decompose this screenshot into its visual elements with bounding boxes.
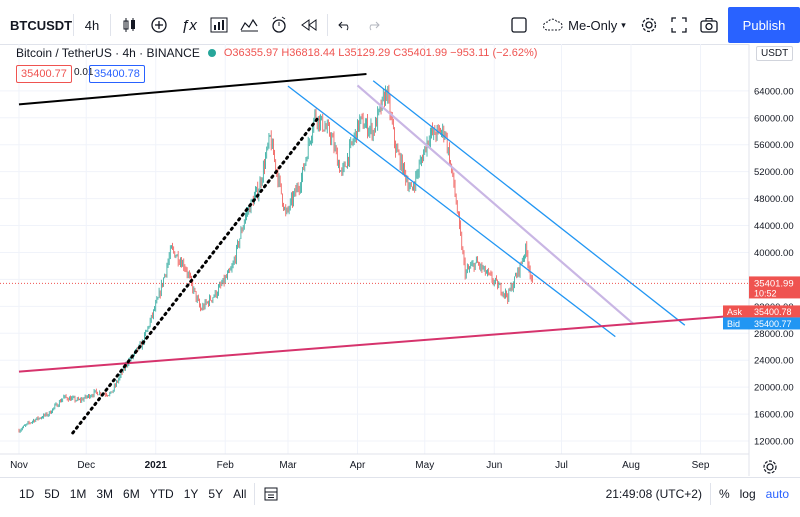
interval-button[interactable]: 4h [84, 17, 100, 33]
range-button-1y[interactable]: 1Y [183, 487, 199, 501]
auto-scale-button[interactable]: auto [765, 487, 789, 501]
lower-channel [287, 85, 616, 338]
settings-gear-icon[interactable] [634, 10, 664, 40]
toolbar-separator [709, 483, 711, 505]
top-toolbar: BTCUSDT 4h ƒx Me-Only ▾ [0, 6, 800, 45]
time-tick-label: May [415, 460, 434, 471]
time-tick-label: Nov [10, 460, 28, 471]
range-button-1d[interactable]: 1D [19, 487, 35, 501]
sell-button[interactable]: 35400.77 [16, 65, 72, 83]
drawings-layer [18, 73, 753, 435]
fullscreen-icon[interactable] [664, 10, 694, 40]
toolbar-separator [110, 14, 111, 36]
spread-value: 0.01 [74, 67, 94, 78]
last-price-tag [749, 276, 800, 299]
fullscreen-square-icon[interactable] [504, 10, 534, 40]
chevron-down-icon: ▾ [621, 19, 626, 30]
price-tick-label: 48000.00 [754, 194, 794, 205]
compare-plus-icon[interactable] [144, 10, 174, 40]
bottom-right-controls: 21:49:08 (UTC+2) % log auto [601, 480, 800, 508]
replay-icon[interactable] [294, 10, 324, 40]
layout-name: Me-Only [568, 17, 618, 33]
market-status-icon [207, 49, 216, 57]
bid-label: Bid [727, 319, 740, 329]
buy-button[interactable]: 35400.78 [89, 65, 145, 83]
last-price-value: 35401.99 [754, 278, 794, 289]
log-scale-button[interactable]: log [739, 487, 756, 501]
symbol-search-button[interactable]: BTCUSDT [10, 17, 73, 33]
price-tick-label: 56000.00 [754, 140, 794, 151]
price-tick-label: 12000.00 [754, 437, 794, 448]
range-button-ytd[interactable]: YTD [149, 487, 174, 501]
price-tick-label: 40000.00 [754, 248, 794, 259]
time-tick-label: Feb [217, 460, 235, 471]
range-buttons: 1D 5D 1M 3M 6M YTD 1Y 5Y All [14, 482, 251, 506]
price-tick-label: 44000.00 [754, 221, 794, 232]
bid-price: 35400.77 [754, 319, 792, 329]
upper-channel [372, 80, 686, 326]
toolbar-separator [327, 14, 328, 36]
ask-label: Ask [727, 307, 743, 317]
range-button-3m[interactable]: 3M [96, 487, 114, 501]
ask-price: 35400.78 [754, 307, 792, 317]
bar-countdown: 10:52 [754, 288, 777, 298]
camera-icon[interactable] [694, 10, 724, 40]
time-tick-label: Jun [486, 460, 502, 471]
range-button-1m[interactable]: 1M [69, 487, 87, 501]
price-tick-label: 64000.00 [754, 86, 794, 97]
chart-legend: Bitcoin / TetherUS · 4h · BINANCE O36355… [16, 46, 537, 60]
support-line [18, 313, 753, 373]
time-tick-label: Jul [555, 460, 568, 471]
price-tick-label: 20000.00 [754, 383, 794, 394]
time-tick-label: 2021 [145, 460, 168, 471]
candles-icon[interactable] [114, 10, 144, 40]
layout-cloud-button[interactable]: Me-Only ▾ [534, 10, 634, 40]
ask-tag [723, 305, 800, 318]
bottom-separator [0, 477, 800, 478]
time-tick-label: Sep [692, 460, 710, 471]
price-tick-label: 28000.00 [754, 329, 794, 340]
range-button-6m[interactable]: 6M [123, 487, 140, 501]
price-axis-background [749, 44, 800, 476]
redo-icon[interactable] [359, 10, 387, 40]
candles-layer [18, 84, 533, 433]
publish-button[interactable]: Publish [728, 7, 800, 43]
templates-icon[interactable] [234, 10, 264, 40]
percent-scale-button[interactable]: % [718, 487, 730, 501]
bottom-toolbar: 1D 5D 1M 3M 6M YTD 1Y 5Y All [0, 480, 800, 508]
range-button-5y[interactable]: 5Y [208, 487, 224, 501]
rising-trendline [71, 117, 319, 435]
undo-icon[interactable] [331, 10, 359, 40]
legend-title: Bitcoin / TetherUS · 4h · BINANCE [16, 46, 200, 60]
median-channel [356, 84, 634, 325]
price-chart[interactable]: 12000.00 16000.00 20000.00 24000.00 28000.00… [0, 44, 800, 476]
time-tick-label: Dec [77, 460, 95, 471]
financials-icon[interactable] [204, 10, 234, 40]
clock-time[interactable]: 21:49:08 (UTC+2) [605, 487, 702, 501]
alert-icon[interactable] [264, 10, 294, 40]
toolbar-separator [254, 483, 256, 505]
time-tick-label: Aug [622, 460, 640, 471]
time-tick-label: Apr [350, 460, 366, 471]
range-button-all[interactable]: All [233, 487, 247, 501]
price-tick-label: 24000.00 [754, 356, 794, 367]
range-button-5d[interactable]: 5D [44, 487, 60, 501]
legend-ohlc: O36355.97 H36818.44 L35129.29 C35401.99 … [223, 47, 538, 59]
toolbar-separator [73, 14, 74, 36]
indicators-fx-button[interactable]: ƒx [181, 16, 197, 34]
time-axis[interactable]: Nov Dec 2021 Feb Mar Apr May Jun Jul Aug Sep [0, 453, 749, 471]
price-tick-label: 52000.00 [754, 167, 794, 178]
cloud-icon [543, 18, 563, 31]
grid-lines [0, 44, 749, 454]
time-tick-label: Mar [279, 460, 297, 471]
currency-badge[interactable]: USDT [756, 46, 794, 61]
price-tick-label: 60000.00 [754, 113, 794, 124]
bid-tag [723, 317, 800, 330]
price-tick-label: 16000.00 [754, 410, 794, 421]
top-strip [0, 0, 800, 6]
axis-settings-gear-icon[interactable] [763, 460, 777, 474]
date-range-icon[interactable] [258, 482, 284, 506]
top-trendline [18, 73, 367, 106]
